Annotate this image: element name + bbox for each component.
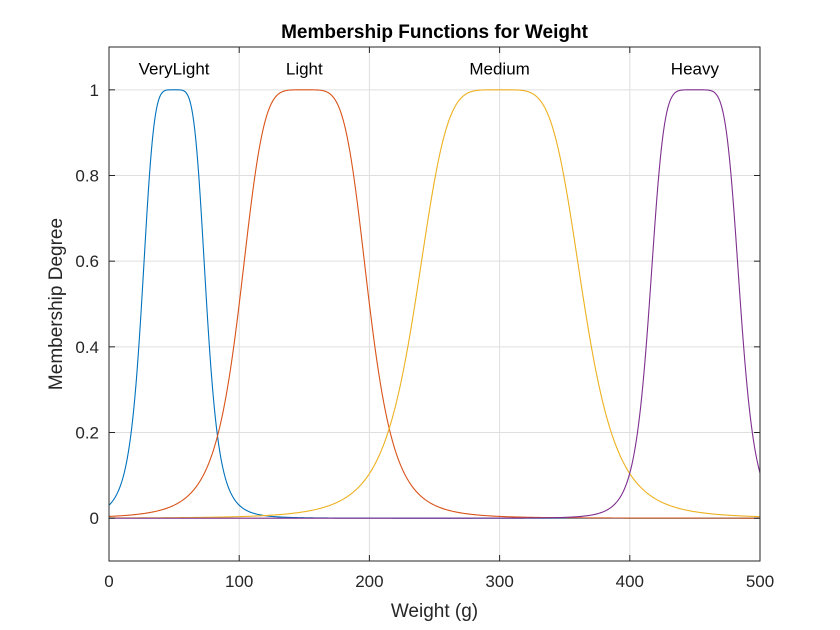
y-tick-label: 0.4 — [75, 338, 99, 357]
series-label-heavy: Heavy — [671, 59, 720, 78]
x-tick-label: 400 — [616, 572, 644, 591]
series-line-heavy — [109, 89, 761, 519]
y-axis-label: Membership Degree — [46, 218, 67, 390]
series-label-verylight: VeryLight — [139, 59, 210, 78]
membership-labels: VeryLight Light Medium Heavy — [139, 59, 720, 78]
y-tick-label: 0.6 — [75, 252, 99, 271]
x-tick-label: 100 — [225, 572, 253, 591]
y-tick-label: 0.2 — [75, 424, 99, 443]
plot-frame — [108, 46, 761, 562]
y-tick-label: 0.8 — [75, 167, 99, 186]
ticks-group: 0 100 200 300 400 500 0 0.2 0.4 0.6 0.8 1 — [75, 47, 774, 591]
series-line-medium — [109, 89, 761, 519]
series-label-medium: Medium — [469, 59, 529, 78]
x-tick-label: 300 — [485, 572, 513, 591]
x-axis-label: Weight (g) — [391, 601, 478, 622]
x-tick-label: 200 — [355, 572, 383, 591]
x-tick-label: 0 — [104, 572, 113, 591]
y-tick-label: 0 — [90, 509, 99, 528]
series-label-light: Light — [286, 59, 323, 78]
chart-title: Membership Functions for Weight — [281, 22, 588, 43]
series-line-light — [108, 89, 760, 519]
plot-area — [109, 47, 760, 561]
series-group — [108, 89, 761, 519]
y-tick-label: 1 — [90, 81, 99, 100]
x-tick-label: 500 — [746, 572, 774, 591]
